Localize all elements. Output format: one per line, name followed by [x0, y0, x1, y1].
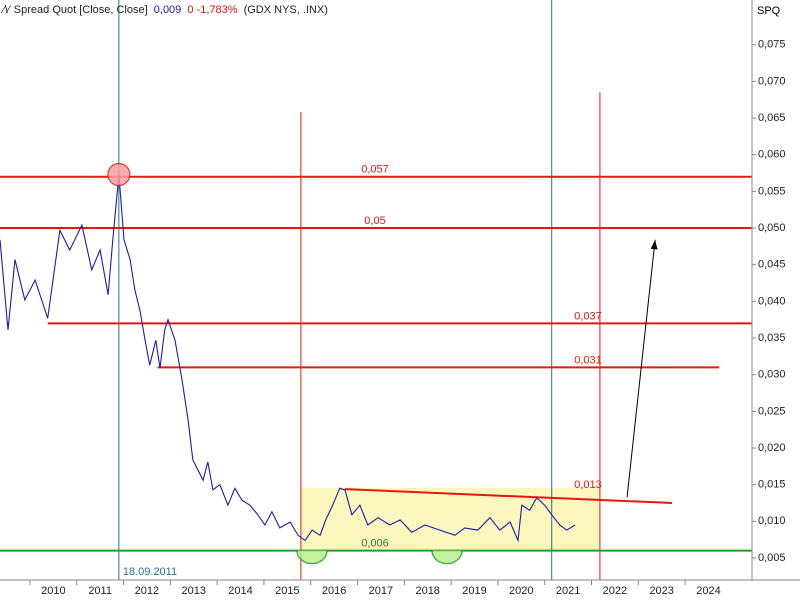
header-last: 0,009 [154, 4, 182, 16]
x-tick-label: 2014 [228, 585, 252, 597]
y-tick-label: 0,065 [758, 112, 786, 124]
y-tick-label: 0,070 [758, 75, 786, 87]
header-change: 0 -1,783% [187, 4, 237, 16]
price-line [0, 174, 576, 543]
y-tick-label: 0,055 [758, 185, 786, 197]
bottom-arc [296, 550, 328, 565]
y-tick-label: 0,030 [758, 369, 786, 381]
x-tick-label: 2018 [415, 585, 439, 597]
x-tick-label: 2016 [322, 585, 346, 597]
header-name: Spread Quot [Close, Close] [14, 4, 148, 16]
x-tick-label: 2021 [556, 585, 580, 597]
bottom-arc [431, 550, 463, 565]
x-tick-label: 2020 [509, 585, 533, 597]
level-label: 0,006 [361, 538, 389, 550]
vertical-line-label: 18.09.2011 [123, 566, 177, 578]
y-tick-label: 0,075 [758, 39, 786, 51]
level-label: 0,037 [574, 310, 602, 322]
y-tick-label: 0,020 [758, 442, 786, 454]
x-tick-label: 2024 [696, 585, 720, 597]
header-symbols: (GDX NYS, .INX) [244, 4, 328, 16]
trend-line [344, 488, 673, 505]
header-icon: ∕\∕ [0, 4, 12, 16]
header: ∕\∕ Spread Quot [Close, Close] 0,009 0 -… [0, 4, 328, 16]
x-tick-label: 2012 [135, 585, 159, 597]
x-tick-label: 2013 [181, 585, 205, 597]
peak-marker [107, 162, 131, 187]
x-tick-label: 2023 [649, 585, 673, 597]
arrow-line [626, 239, 656, 498]
x-tick-label: 2015 [275, 585, 299, 597]
y-tick-label: 0,060 [758, 149, 786, 161]
trend-label: 0,013 [574, 479, 602, 491]
arrow-head [650, 239, 658, 250]
x-tick-label: 2022 [603, 585, 627, 597]
y-tick-label: 0,010 [758, 515, 786, 527]
y-tick-label: 0,015 [758, 479, 786, 491]
level-label: 0,031 [574, 354, 602, 366]
x-tick-label: 2017 [369, 585, 393, 597]
y-tick-label: 0,050 [758, 222, 786, 234]
y-tick-label: 0,040 [758, 295, 786, 307]
x-tick-label: 2011 [88, 585, 112, 597]
level-label: 0,057 [361, 164, 389, 176]
y-tick-label: 0,035 [758, 332, 786, 344]
y-tick-label: 0,005 [758, 552, 786, 564]
y-tick-label: 0,045 [758, 259, 786, 271]
y-tick-label: 0,025 [758, 405, 786, 417]
y-axis-label: SPQ [757, 5, 781, 17]
level-label: 0,05 [364, 215, 385, 227]
x-tick-label: 2010 [41, 585, 65, 597]
x-tick-label: 2019 [462, 585, 486, 597]
